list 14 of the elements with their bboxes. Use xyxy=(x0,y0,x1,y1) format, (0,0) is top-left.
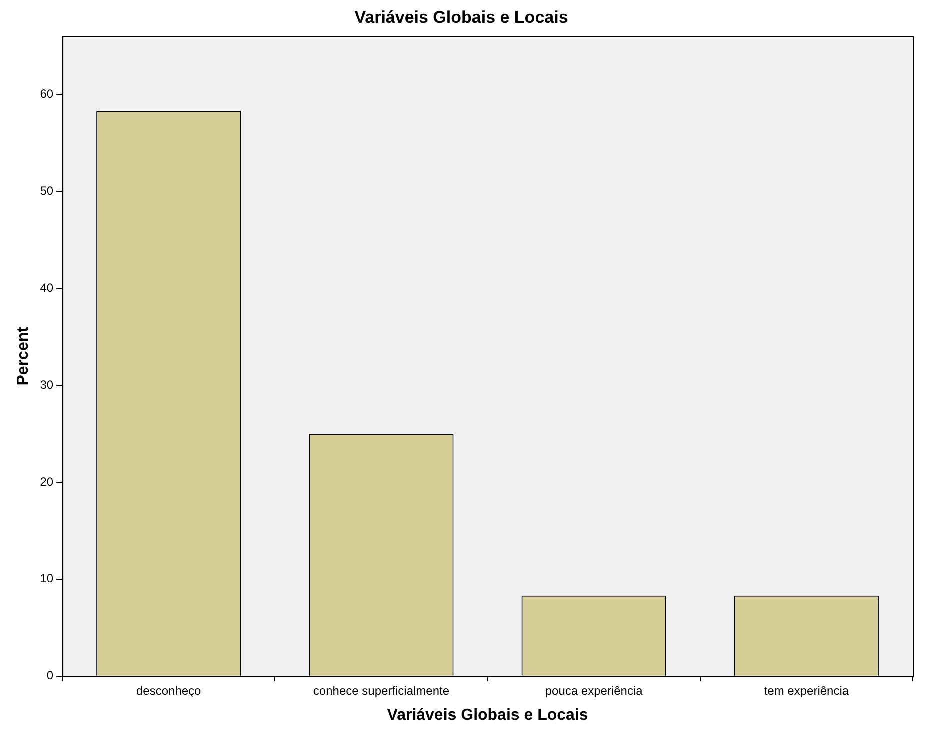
y-axis-title: Percent xyxy=(15,326,32,386)
y-tick-label: 30 xyxy=(40,378,54,392)
y-tick-label: 10 xyxy=(40,572,54,586)
x-tick-label: conhece superficialmente xyxy=(313,684,450,698)
x-tick-label: desconheço xyxy=(136,684,202,698)
x-axis-title: Variáveis Globais e Locais xyxy=(387,706,588,724)
y-tick-label: 40 xyxy=(40,280,54,295)
y-tick-label: 20 xyxy=(40,474,54,489)
y-tick-label: 0 xyxy=(46,668,54,683)
x-tick-label: tem experiência xyxy=(764,684,850,698)
y-tick-label: 60 xyxy=(40,86,54,101)
x-tick-label: pouca experiência xyxy=(545,684,644,698)
chart-title: Variáveis Globais e Locais xyxy=(354,8,568,27)
y-tick-label: 50 xyxy=(40,184,54,198)
